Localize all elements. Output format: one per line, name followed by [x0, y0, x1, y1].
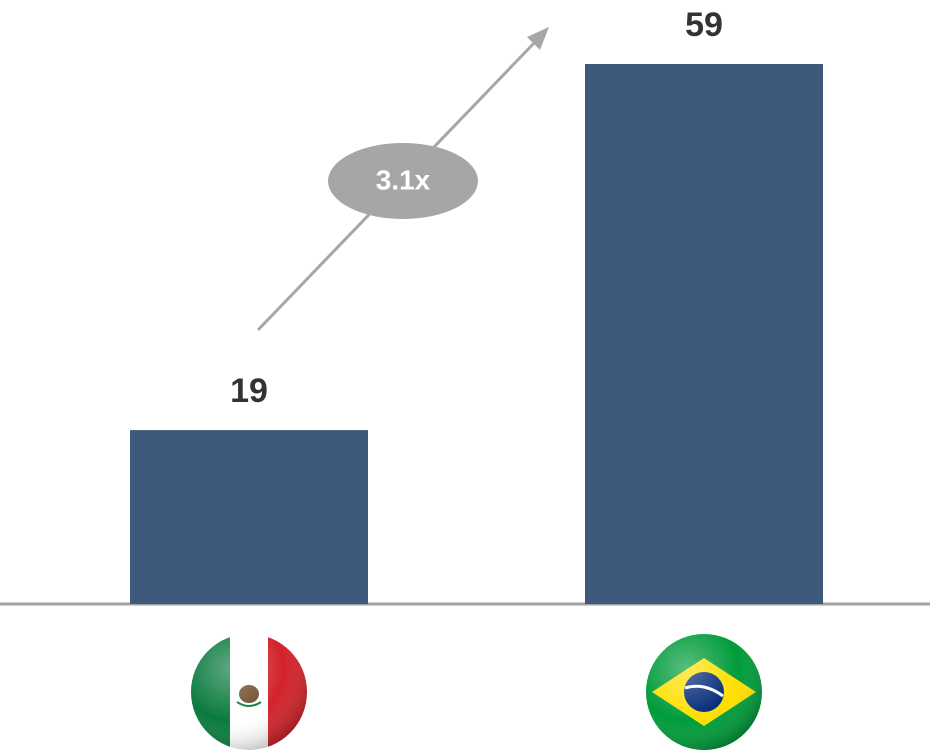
value-label: 19: [230, 372, 268, 410]
arrow-head: [527, 27, 549, 50]
annotation-text: 3.1x: [376, 164, 431, 195]
bar: [130, 430, 368, 604]
mexico-flag: [191, 634, 307, 750]
value-label: 59: [685, 6, 723, 44]
bar: [585, 64, 823, 604]
brazil-flag: [646, 634, 762, 750]
annotation-bubble: [328, 143, 478, 219]
